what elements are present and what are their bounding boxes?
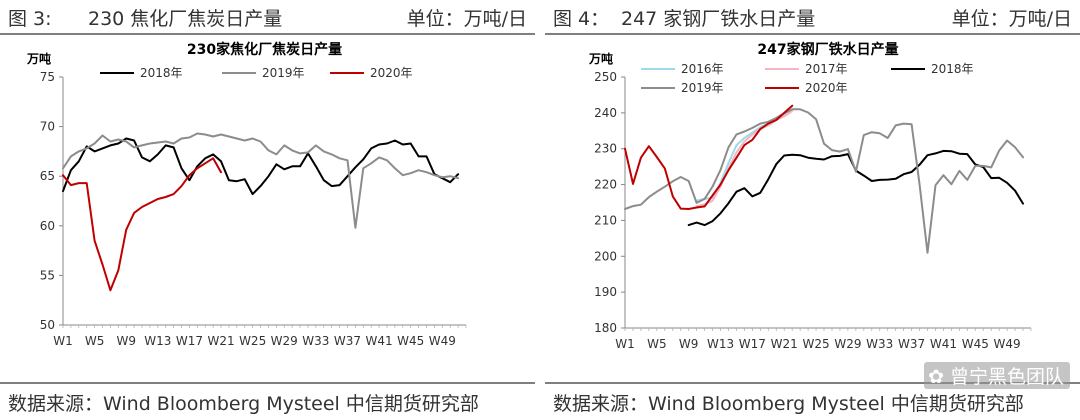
legend-entry: 2020年: [805, 81, 848, 95]
y-tick-label: 70: [40, 120, 55, 134]
x-tick-label: W33: [302, 334, 329, 348]
series-line: [62, 157, 222, 292]
x-tick-label: W5: [647, 337, 667, 351]
x-tick-label: W1: [615, 337, 635, 351]
chart-title: 230家焦化厂焦炭日产量: [187, 41, 342, 58]
y-axis-label: 万吨: [588, 51, 613, 66]
legend-entry: 2017年: [805, 62, 848, 76]
series-line: [695, 108, 794, 202]
figure-label: 图 4：: [553, 8, 610, 30]
y-tick-label: 75: [40, 70, 55, 84]
x-tick-label: W45: [397, 334, 424, 348]
x-tick-label: W17: [176, 334, 203, 348]
y-tick-label: 60: [40, 219, 55, 233]
series-line: [624, 108, 1024, 254]
y-tick-label: 190: [594, 285, 617, 299]
chart-title: 247家钢厂铁水日产量: [757, 41, 898, 58]
x-tick-label: W5: [85, 334, 105, 348]
x-tick-label: W9: [679, 337, 699, 351]
source-note: 数据来源：Wind Bloomberg Mysteel 中信期货研究部: [8, 393, 479, 415]
x-tick-label: W21: [771, 337, 798, 351]
figure-header: 图 3: 230 焦化厂焦炭日产量 单位：万吨/日: [0, 0, 535, 34]
legend-entry: 2019年: [681, 81, 724, 95]
unit-label: 单位：万吨/日: [406, 8, 527, 30]
panel-hot-metal-output: 图 4： 247 家钢厂铁水日产量 单位：万吨/日 247家钢厂铁水日产量万吨 1…: [545, 0, 1080, 420]
x-tick-label: W25: [239, 334, 266, 348]
y-tick-label: 250: [594, 70, 617, 84]
x-tick-label: W17: [739, 337, 766, 351]
x-tick-label: W49: [994, 337, 1021, 351]
x-tick-label: W33: [866, 337, 893, 351]
y-tick-label: 180: [594, 321, 617, 335]
y-axis-label: 万吨: [26, 51, 51, 66]
legend-entry: 2018年: [931, 62, 974, 76]
footer-rule: [545, 382, 1080, 384]
legend-entry: 2020年: [370, 66, 413, 80]
x-tick-label: W21: [207, 334, 234, 348]
source-note: 数据来源：Wind Bloomberg Mysteel 中信期货研究部: [553, 393, 1024, 415]
wechat-icon: ✿: [928, 366, 944, 388]
y-tick-label: 50: [40, 318, 55, 332]
figure-label: 图 3:: [8, 8, 52, 30]
series-line: [687, 149, 1024, 227]
watermark-text: 曾宁黑色团队: [949, 366, 1064, 388]
x-tick-label: W41: [930, 337, 957, 351]
x-tick-label: W45: [962, 337, 989, 351]
figure-title: 247 家钢厂铁水日产量: [621, 8, 816, 30]
x-tick-label: W25: [802, 337, 829, 351]
y-tick-label: 65: [40, 169, 55, 183]
series-line: [624, 104, 794, 210]
series-line: [62, 137, 460, 196]
series-line: [62, 132, 460, 229]
x-tick-label: W9: [116, 334, 136, 348]
y-tick-label: 55: [40, 268, 55, 282]
x-tick-label: W41: [366, 334, 393, 348]
header-rule: [545, 33, 1080, 35]
x-tick-label: W37: [898, 337, 925, 351]
y-tick-label: 210: [594, 213, 617, 227]
figure-header: 图 4： 247 家钢厂铁水日产量 单位：万吨/日: [545, 0, 1080, 34]
figure-title: 230 焦化厂焦炭日产量: [88, 8, 283, 30]
footer-rule: [0, 382, 535, 384]
unit-label: 单位：万吨/日: [951, 8, 1072, 30]
x-tick-label: W13: [144, 334, 171, 348]
x-tick-label: W37: [334, 334, 361, 348]
legend-entry: 2018年: [140, 66, 183, 80]
x-tick-label: W29: [834, 337, 861, 351]
y-tick-label: 220: [594, 178, 617, 192]
legend-entry: 2019年: [262, 66, 305, 80]
header-rule: [0, 33, 535, 35]
y-tick-label: 230: [594, 142, 617, 156]
x-tick-label: W29: [271, 334, 298, 348]
panel-coke-output: 图 3: 230 焦化厂焦炭日产量 单位：万吨/日 230家焦化厂焦炭日产量万吨…: [0, 0, 535, 420]
legend-entry: 2016年: [681, 62, 724, 76]
watermark: ✿ 曾宁黑色团队: [924, 362, 1070, 389]
x-tick-label: W49: [429, 334, 456, 348]
y-tick-label: 200: [594, 249, 617, 263]
y-tick-label: 240: [594, 106, 617, 120]
series-line: [695, 110, 794, 208]
x-tick-label: W13: [707, 337, 734, 351]
x-tick-label: W1: [53, 334, 73, 348]
